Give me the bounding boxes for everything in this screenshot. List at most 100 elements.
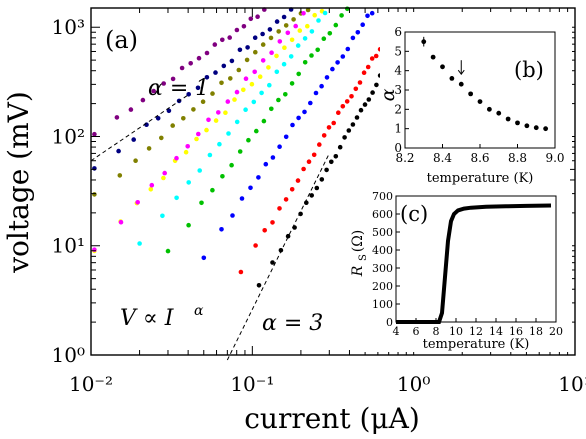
data-point-series-8 bbox=[253, 243, 258, 248]
data-point-series-8 bbox=[238, 269, 244, 275]
inset-b-x-tick-label: 9.0 bbox=[545, 151, 564, 165]
inset-b-y-tick-label: 1 bbox=[394, 122, 402, 136]
data-point-series-3 bbox=[266, 65, 271, 70]
inset-c-y-tick-label: 300 bbox=[372, 262, 393, 275]
inset-b-x-tick-label: 8.4 bbox=[433, 151, 452, 165]
data-point-series-8 bbox=[283, 197, 289, 202]
data-point-series-8 bbox=[289, 187, 295, 192]
data-point-series-7 bbox=[313, 90, 319, 96]
data-point-series-2 bbox=[268, 35, 274, 41]
data-point-series-1 bbox=[166, 108, 172, 114]
inset-b-x-axis-label: temperature (K) bbox=[427, 171, 534, 186]
data-point-series-4 bbox=[285, 30, 291, 36]
main-y-tick-label: 10⁰ bbox=[52, 343, 85, 367]
data-point-series-5 bbox=[281, 61, 287, 67]
inset-c-x-tick-label: 16 bbox=[509, 325, 523, 338]
inset-b-point bbox=[496, 110, 502, 116]
data-point-series-4 bbox=[216, 110, 221, 115]
data-point-series-2 bbox=[210, 91, 215, 96]
data-point-series-7 bbox=[308, 100, 313, 106]
inset-b-point bbox=[477, 99, 483, 104]
data-point-series-0 bbox=[204, 50, 210, 56]
data-point-series-4 bbox=[185, 144, 190, 149]
inset-c-x-tick-label: 10 bbox=[449, 325, 463, 338]
data-point-series-2 bbox=[236, 67, 242, 73]
data-point-series-9 bbox=[309, 193, 315, 198]
data-point-series-6 bbox=[186, 222, 191, 228]
inset-b-point bbox=[533, 125, 539, 131]
data-point-series-5 bbox=[267, 82, 272, 88]
inset-c-y-tick-label: 0 bbox=[386, 316, 393, 329]
data-point-series-7 bbox=[263, 161, 269, 167]
data-point-series-5 bbox=[251, 99, 257, 105]
panel-c-label: (c) bbox=[400, 202, 428, 226]
data-point-series-0 bbox=[128, 107, 134, 112]
data-point-series-7 bbox=[324, 75, 330, 80]
data-point-series-3 bbox=[161, 175, 166, 181]
data-point-series-1 bbox=[274, 19, 280, 24]
data-point-series-4 bbox=[225, 99, 231, 104]
data-point-series-2 bbox=[228, 76, 233, 81]
inset-c-x-tick-labels: 4 6 8 10 12 14 16 18 20 bbox=[393, 325, 564, 338]
main-y-tick-label: 10² bbox=[52, 124, 85, 148]
data-point-series-1 bbox=[229, 58, 235, 64]
data-point-series-5 bbox=[186, 180, 191, 185]
data-point-series-7 bbox=[340, 54, 346, 59]
inset-b-background bbox=[380, 12, 572, 167]
svg-text:(Ω): (Ω) bbox=[350, 230, 366, 253]
data-point-series-2 bbox=[283, 23, 289, 28]
data-point-series-3 bbox=[274, 53, 279, 59]
data-point-series-6 bbox=[246, 137, 251, 143]
data-point-series-7 bbox=[201, 255, 207, 261]
main-y-tick-labels: 10⁰ 10¹ 10² 10³ bbox=[52, 15, 85, 367]
data-point-series-9 bbox=[362, 102, 368, 107]
data-point-series-4 bbox=[92, 247, 97, 252]
data-point-series-1 bbox=[186, 92, 191, 97]
data-point-series-0 bbox=[220, 37, 225, 43]
inset-c-y-tick-label: 200 bbox=[372, 280, 393, 293]
inset-b-point bbox=[486, 106, 492, 112]
inset-c-y-tick-label: 400 bbox=[372, 244, 393, 257]
data-point-series-2 bbox=[305, 7, 311, 13]
data-point-series-1 bbox=[252, 35, 258, 40]
alpha-three-annotation: α = 3 bbox=[262, 311, 323, 336]
data-point-series-2 bbox=[146, 146, 152, 151]
data-point-series-5 bbox=[274, 69, 280, 75]
panel-b-label: (b) bbox=[514, 58, 544, 82]
data-point-series-8 bbox=[357, 80, 363, 85]
data-point-series-6 bbox=[302, 60, 308, 65]
data-point-series-2 bbox=[219, 80, 224, 86]
inset-c-y-tick-label: 600 bbox=[372, 208, 393, 221]
data-point-series-9 bbox=[350, 122, 356, 127]
data-point-series-3 bbox=[257, 74, 263, 79]
data-point-series-7 bbox=[277, 144, 282, 149]
data-point-series-2 bbox=[244, 57, 250, 63]
data-point-series-9 bbox=[342, 135, 347, 140]
data-point-series-0 bbox=[114, 115, 120, 120]
inset-b-point bbox=[543, 126, 549, 132]
data-point-series-6 bbox=[339, 13, 344, 18]
data-point-series-4 bbox=[301, 11, 306, 16]
data-point-series-6 bbox=[283, 92, 288, 97]
data-point-series-1 bbox=[195, 85, 201, 91]
data-point-series-5 bbox=[174, 195, 179, 201]
data-point-series-1 bbox=[245, 45, 250, 50]
data-point-series-7 bbox=[230, 213, 235, 218]
inset-b-x-tick-label: 8.8 bbox=[508, 151, 527, 165]
data-point-series-6 bbox=[289, 81, 295, 86]
inset-b-y-tick-label: 2 bbox=[394, 102, 402, 116]
data-point-series-5 bbox=[207, 152, 213, 158]
data-point-series-2 bbox=[92, 192, 97, 197]
fit-line-1 bbox=[226, 153, 330, 361]
data-point-series-2 bbox=[276, 29, 282, 34]
data-point-series-8 bbox=[373, 53, 379, 59]
data-point-series-9 bbox=[366, 97, 372, 102]
data-point-series-4 bbox=[118, 219, 124, 225]
svg-text:V ∝ I: V ∝ I bbox=[120, 306, 175, 331]
data-point-series-6 bbox=[220, 174, 225, 179]
data-point-series-8 bbox=[295, 178, 301, 183]
data-point-series-0 bbox=[92, 131, 97, 137]
main-x-tick-label: 10⁰ bbox=[397, 372, 430, 396]
svg-text:R: R bbox=[350, 265, 366, 277]
data-point-series-7 bbox=[319, 83, 324, 89]
